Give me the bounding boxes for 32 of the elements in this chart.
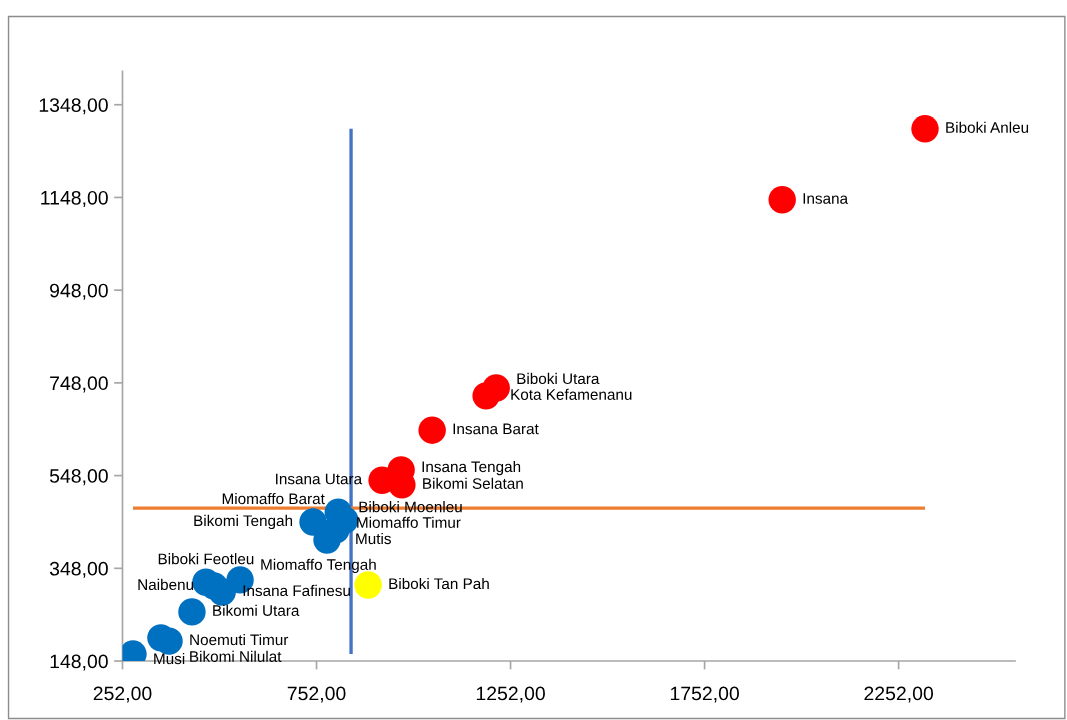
data-label: Miomaffo Barat	[222, 492, 325, 505]
data-label: Insana	[803, 193, 849, 204]
data-label: Biboki Utara	[517, 372, 600, 385]
y-tick-label: 948,00	[50, 283, 108, 300]
data-label: Noemuti Timur	[190, 633, 289, 646]
x-tick-label: 752,00	[287, 686, 346, 703]
data-label: Biboki Feotleu	[158, 553, 254, 565]
y-tick-label: 1348,00	[39, 98, 108, 115]
data-label: Biboki Moenleu	[359, 501, 462, 513]
data-label: Bikomi Tengah	[194, 514, 293, 530]
data-label: Insana Barat	[453, 423, 539, 435]
x-tick-label: 1752,00	[670, 686, 739, 703]
data-label: Bikomi Utara	[213, 604, 300, 616]
y-tick-label: 748,00	[50, 376, 108, 393]
data-label: Bikomi Nilulat	[190, 650, 282, 662]
x-tick-label: 2252,00	[864, 686, 933, 703]
data-label: Naibenu	[138, 578, 194, 591]
data-label: Bikomi Selatan	[423, 477, 523, 489]
data-label: Biboki Tan Pah	[389, 577, 489, 590]
data-label: Miomaffo Timur	[357, 516, 461, 528]
y-tick-label: 348,00	[49, 561, 108, 578]
data-label: Musi	[154, 652, 185, 665]
data-label: Insana Tengah	[422, 460, 521, 476]
data-label: Kota Kefamenanu	[511, 388, 632, 400]
x-tick-label: 1252,00	[476, 686, 545, 703]
y-tick-label: 148,00	[50, 654, 108, 671]
data-label: Insana Fafinesu	[243, 584, 350, 597]
y-tick-label: 1148,00	[41, 190, 108, 207]
y-tick-label: 548,00	[49, 469, 108, 486]
data-label: Mutis	[356, 532, 391, 545]
x-tick-label: 252,00	[93, 686, 152, 703]
data-label: Biboki Anleu	[946, 121, 1029, 133]
